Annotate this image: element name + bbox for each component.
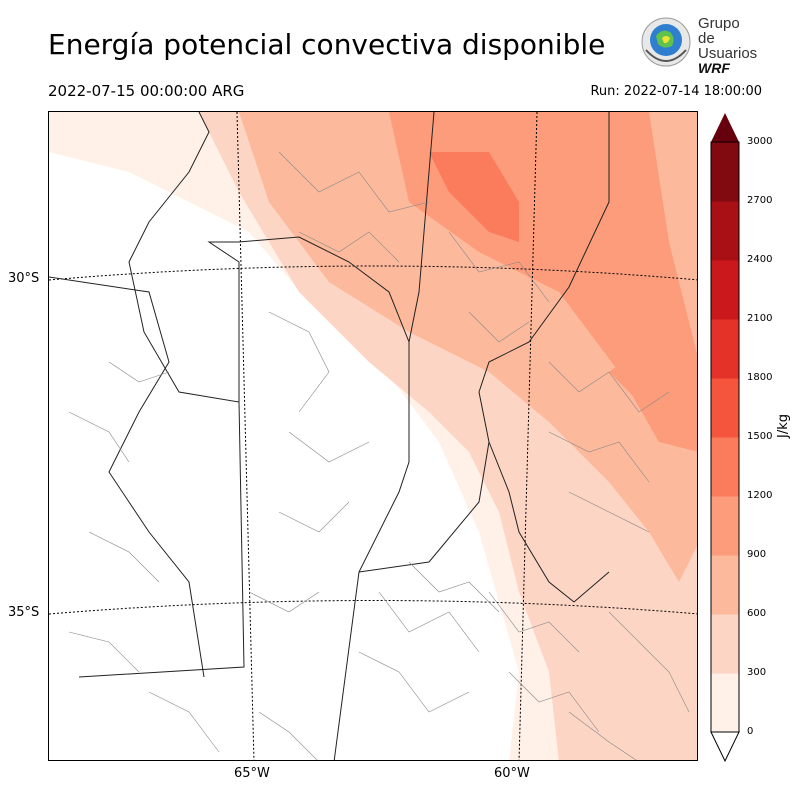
colorbar-unit: J/kg — [776, 414, 791, 438]
logo-line2: Usuarios — [698, 45, 758, 62]
valid-time: 2022-07-15 00:00:00 ARG — [48, 82, 245, 100]
lat-label-35s: 35°S — [8, 605, 40, 620]
logo-line3: WRF — [698, 60, 730, 76]
map-canvas[interactable] — [48, 111, 698, 761]
colorbar-tick-label: 300 — [747, 667, 767, 678]
colorbar-segment — [711, 378, 739, 438]
run-time: Run: 2022-07-14 18:00:00 — [590, 84, 762, 99]
colorbar-extend-min — [710, 731, 740, 762]
colorbar-segment — [711, 555, 739, 615]
colorbar-tick-label: 900 — [747, 549, 767, 560]
colorbar-segment — [711, 614, 739, 674]
department-borders — [68, 151, 690, 760]
colorbar-segment — [711, 319, 739, 379]
wrf-logo: Grupo de Usuarios WRF — [638, 15, 758, 76]
colorbar-tick-label: 0 — [747, 726, 754, 737]
colorbar-segment — [711, 437, 739, 497]
colorbar-extend-max — [711, 113, 739, 142]
map-title: Energía potencial convectiva disponible — [48, 28, 606, 61]
colorbar-segment — [711, 260, 739, 320]
colorbar-tick-label: 1800 — [747, 372, 773, 383]
colorbar-tick-label: 2700 — [747, 195, 773, 206]
graticule — [49, 112, 697, 760]
colorbar-segments — [711, 142, 739, 733]
province-borders — [49, 112, 610, 760]
cape-map — [49, 112, 697, 760]
colorbar-frame — [710, 141, 740, 733]
lon-label-65w: 65°W — [234, 766, 270, 781]
colorbar-tick-label: 3000 — [747, 136, 773, 147]
colorbar-tick-label: 1500 — [747, 431, 773, 442]
cape-field-900b — [609, 342, 697, 450]
colorbar — [710, 113, 740, 762]
colorbar-tick-label: 1200 — [747, 490, 773, 501]
lat-label-30s: 30°S — [8, 271, 40, 286]
lon-label-60w: 60°W — [494, 766, 530, 781]
colorbar-segment — [711, 673, 739, 733]
colorbar-segment — [711, 142, 739, 202]
colorbar-tick-label: 2400 — [747, 254, 773, 265]
logo-line1: Grupo de — [698, 15, 740, 47]
colorbar-segment — [711, 201, 739, 261]
colorbar-tick-label: 600 — [747, 608, 767, 619]
colorbar-segment — [711, 496, 739, 556]
globe-icon — [641, 17, 691, 67]
cape-field-1200 — [429, 152, 519, 242]
colorbar-tick-label: 2100 — [747, 313, 773, 324]
